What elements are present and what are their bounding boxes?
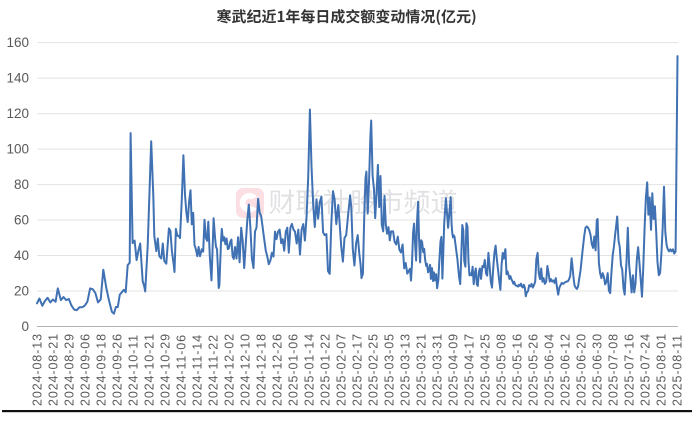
svg-text:120: 120 [6, 106, 29, 121]
svg-text:2025-06-04: 2025-06-04 [543, 333, 557, 406]
svg-text:2025-07-24: 2025-07-24 [639, 333, 653, 406]
svg-text:2025-08-01: 2025-08-01 [655, 333, 669, 406]
svg-text:2025-02-17: 2025-02-17 [351, 333, 365, 406]
svg-text:2025-06-12: 2025-06-12 [559, 333, 573, 406]
svg-text:160: 160 [6, 35, 29, 50]
svg-text:2025-06-20: 2025-06-20 [575, 333, 589, 406]
svg-text:2025-03-05: 2025-03-05 [383, 333, 397, 406]
svg-text:2025-03-31: 2025-03-31 [431, 333, 445, 406]
svg-text:2024-10-11: 2024-10-11 [127, 334, 141, 406]
svg-text:2024-08-29: 2024-08-29 [63, 333, 77, 406]
svg-text:2024-10-29: 2024-10-29 [159, 333, 173, 406]
svg-text:40: 40 [14, 248, 29, 263]
svg-text:2025-02-07: 2025-02-07 [335, 333, 349, 406]
svg-text:20: 20 [14, 284, 29, 299]
svg-text:2025-06-30: 2025-06-30 [591, 333, 605, 406]
svg-text:2025-07-08: 2025-07-08 [607, 333, 621, 406]
svg-text:2025-05-16: 2025-05-16 [511, 333, 525, 406]
svg-text:2025-01-06: 2025-01-06 [287, 333, 301, 406]
svg-text:2025-08-11: 2025-08-11 [671, 334, 685, 406]
svg-text:2024-08-13: 2024-08-13 [31, 333, 45, 406]
svg-text:2024-11-06: 2024-11-06 [175, 334, 189, 406]
svg-text:2024-08-21: 2024-08-21 [47, 333, 61, 406]
svg-text:2025-05-26: 2025-05-26 [527, 333, 541, 406]
svg-text:100: 100 [6, 142, 29, 157]
svg-text:80: 80 [14, 177, 29, 192]
svg-text:2024-12-02: 2024-12-02 [223, 333, 237, 406]
svg-text:2025-05-08: 2025-05-08 [495, 333, 509, 406]
svg-text:60: 60 [14, 213, 29, 228]
svg-text:2024-12-18: 2024-12-18 [255, 333, 269, 406]
svg-text:2025-03-21: 2025-03-21 [415, 333, 429, 406]
svg-text:2024-09-26: 2024-09-26 [111, 333, 125, 406]
svg-text:2025-01-22: 2025-01-22 [319, 333, 333, 406]
svg-text:2024-09-18: 2024-09-18 [95, 333, 109, 406]
svg-text:2025-07-16: 2025-07-16 [623, 333, 637, 406]
svg-text:2024-11-22: 2024-11-22 [207, 334, 221, 406]
svg-text:2025-01-14: 2025-01-14 [303, 333, 317, 406]
svg-text:2024-10-21: 2024-10-21 [143, 333, 157, 406]
svg-text:2024-09-06: 2024-09-06 [79, 333, 93, 406]
svg-text:2024-11-14: 2024-11-14 [191, 334, 205, 406]
svg-text:0: 0 [21, 319, 29, 334]
svg-text:2025-04-09: 2025-04-09 [447, 333, 461, 406]
svg-text:2025-04-17: 2025-04-17 [463, 333, 477, 406]
svg-text:2025-03-13: 2025-03-13 [399, 333, 413, 406]
svg-text:2024-12-26: 2024-12-26 [271, 333, 285, 406]
svg-text:2025-04-25: 2025-04-25 [479, 333, 493, 406]
svg-text:140: 140 [6, 71, 29, 86]
svg-text:2024-12-10: 2024-12-10 [239, 333, 253, 406]
svg-text:2025-02-25: 2025-02-25 [367, 333, 381, 406]
